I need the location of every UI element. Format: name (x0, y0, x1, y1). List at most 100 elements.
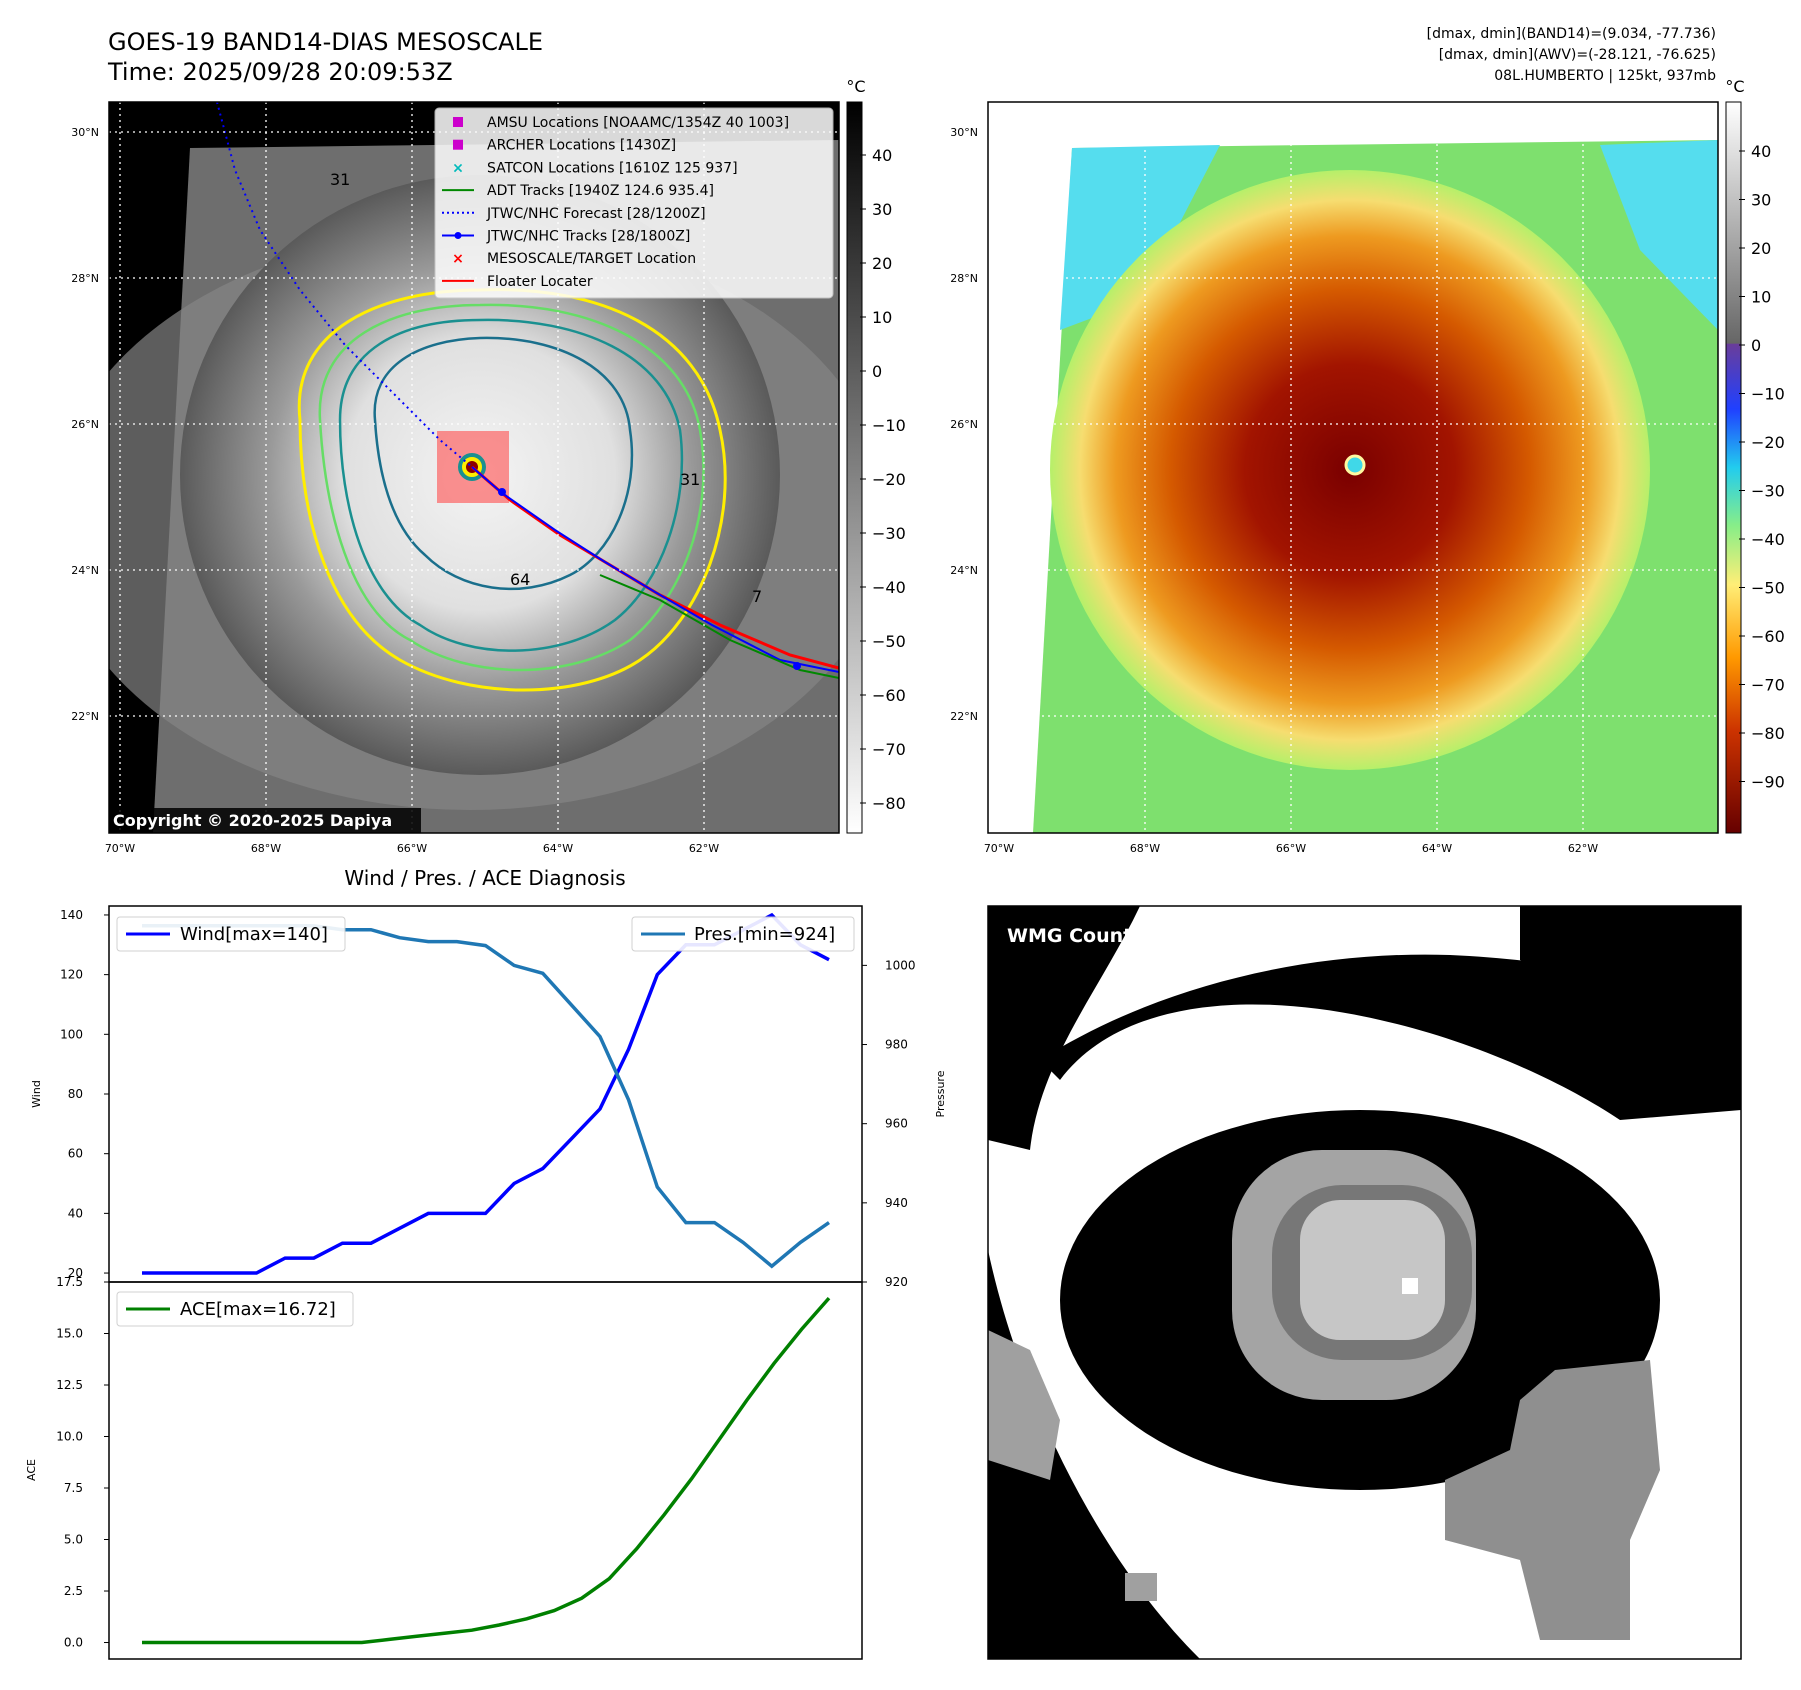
wmg-gray-left (988, 1330, 1060, 1480)
colorbar-tick-label: −50 (1751, 579, 1785, 598)
wmg-black-right (1520, 906, 1741, 1080)
wmg-eye-pixels (1300, 1200, 1445, 1340)
contour-label: 31 (680, 470, 700, 489)
title-line1: GOES-19 BAND14-DIAS MESOSCALE (108, 28, 543, 56)
lon-tick-label: 64°W (1422, 842, 1452, 855)
chart-title: Wind / Pres. / ACE Diagnosis (344, 866, 625, 890)
legend-marker (453, 117, 463, 127)
legend-marker (453, 139, 463, 150)
right-map[interactable] (988, 102, 1718, 833)
colorbar-tick-label: −80 (1751, 724, 1785, 743)
chart-bottom-frame (108, 1281, 863, 1660)
colorbar-tick-label: 30 (1751, 191, 1771, 210)
lat-tick-label: 28°N (950, 272, 978, 285)
legend-marker-dot (454, 232, 462, 239)
ace-tick-label: 0.0 (64, 1636, 83, 1650)
legend-label: JTWC/NHC Tracks [28/1800Z] (486, 229, 690, 245)
ace-series-line (142, 1296, 831, 1645)
cold-air-right (1600, 140, 1718, 330)
lon-tick-label: 66°W (397, 842, 427, 855)
colorbar-tick-label: −10 (872, 416, 906, 435)
wmg-gray-small (1125, 1573, 1157, 1601)
colorbar-tick-label: −50 (872, 632, 906, 651)
wmg-eye-white (1402, 1278, 1418, 1294)
colorbar-tick-label: 20 (1751, 239, 1771, 258)
colorbar-tick-label: −20 (872, 470, 906, 489)
contour-teal-outer (338, 318, 684, 652)
lat-tick-label: 24°N (950, 564, 978, 577)
contour-teal-inner (373, 336, 634, 591)
legend-label: SATCON Locations [1610Z 125 937] (487, 160, 738, 176)
wind-series-line (142, 912, 830, 1275)
colorbar-tick-label: −30 (1751, 482, 1785, 501)
wind-tick-label: 120 (60, 968, 83, 982)
legend-label: AMSU Locations [NOAAMC/1354Z 40 1003] (487, 115, 789, 131)
ace-legend-label: ACE[max=16.72] (180, 1299, 336, 1320)
colorbar-tick-label: −40 (1751, 530, 1785, 549)
lat-tick-label: 26°N (71, 418, 99, 431)
ace-axis-label: ACE (25, 1459, 38, 1481)
colorbar-tick-label: 40 (872, 146, 892, 165)
legend-label: MESOSCALE/TARGET Location (487, 251, 696, 267)
ace-tick-label: 15.0 (56, 1327, 83, 1341)
lat-tick-label: 30°N (71, 126, 99, 139)
colorbar-tick-label: −70 (1751, 676, 1785, 695)
colorbar-tick-label: −80 (872, 794, 906, 813)
pressure-tick-label: 920 (885, 1275, 908, 1289)
pressure-axis-label: Pressure (934, 1070, 947, 1117)
stats-line3: 08L.HUMBERTO | 125kt, 937mb (1494, 68, 1716, 84)
colorbar-tick-label: −40 (872, 578, 906, 597)
contour-label: 7 (752, 587, 762, 606)
wind-tick-label: 60 (68, 1147, 83, 1161)
wind-legend-label: Wind[max=140] (180, 924, 328, 945)
legend-label: ADT Tracks [1940Z 124.6 935.4] (487, 183, 714, 199)
lat-tick-label: 26°N (950, 418, 978, 431)
contour-green-outer (318, 303, 705, 672)
ace-legend: ACE[max=16.72] (116, 1291, 354, 1327)
jtwc-point (498, 488, 506, 496)
colorbar-tick-label: 0 (872, 362, 882, 381)
legend-marker: × (452, 251, 464, 267)
copyright-box (109, 808, 421, 833)
wind-tick-label: 80 (68, 1087, 83, 1101)
lon-tick-label: 68°W (1130, 842, 1160, 855)
legend-left: AMSU Locations [NOAAMC/1354Z 40 1003] ARC… (434, 107, 834, 299)
lon-tick-label: 70°W (984, 842, 1014, 855)
stats-line1: [dmax, dmin](BAND14)=(9.034, -77.736) (1427, 26, 1716, 42)
left-colorbar-unit: °C (846, 77, 865, 96)
stats-line2: [dmax, dmin](AWV)=(-28.121, -76.625) (1439, 47, 1716, 63)
pressure-legend-label: Pres.[min=924] (694, 924, 835, 945)
lat-tick-label: 22°N (71, 710, 99, 723)
colorbar-tick-label: −90 (1751, 773, 1785, 792)
wmg-count-label: WMG Count: 1 (1007, 925, 1160, 947)
lon-tick-label: 66°W (1276, 842, 1306, 855)
cold-air-left (1060, 145, 1220, 330)
pressure-tick-label: 1000 (885, 958, 916, 972)
wind-legend: Wind[max=140] (116, 916, 346, 952)
contour-label: 31 (330, 170, 350, 189)
right-colorbar-unit: °C (1725, 77, 1744, 96)
copyright-text: Copyright © 2020-2025 Dapiya (113, 811, 392, 830)
wmg-panel[interactable]: WMG Count: 1 (988, 906, 1741, 1659)
wmg-black-lower (988, 1250, 1200, 1659)
lon-tick-label: 62°W (689, 842, 719, 855)
wmg-black-band (1040, 954, 1741, 1120)
lat-tick-label: 22°N (950, 710, 978, 723)
grid-right (988, 102, 1718, 833)
lat-tick-label: 28°N (71, 272, 99, 285)
wind-tick-label: 140 (60, 908, 83, 922)
jtwc-track (471, 466, 839, 673)
lat-tick-label: 30°N (950, 126, 978, 139)
wind-axis-label: Wind (30, 1080, 43, 1108)
colorbar-tick-label: −70 (872, 740, 906, 759)
colorbar-tick-label: 40 (1751, 142, 1771, 161)
legend-label: JTWC/NHC Forecast [28/1200Z] (486, 206, 706, 222)
colorbar-tick-label: 30 (872, 200, 892, 219)
colorbar-tick-label: 20 (872, 254, 892, 273)
colorbar-tick-label: −60 (1751, 627, 1785, 646)
chart-top-frame (108, 905, 863, 1283)
colorbar-tick-label: −60 (872, 686, 906, 705)
pressure-tick-label: 940 (885, 1196, 908, 1210)
eye-color (1344, 454, 1366, 476)
